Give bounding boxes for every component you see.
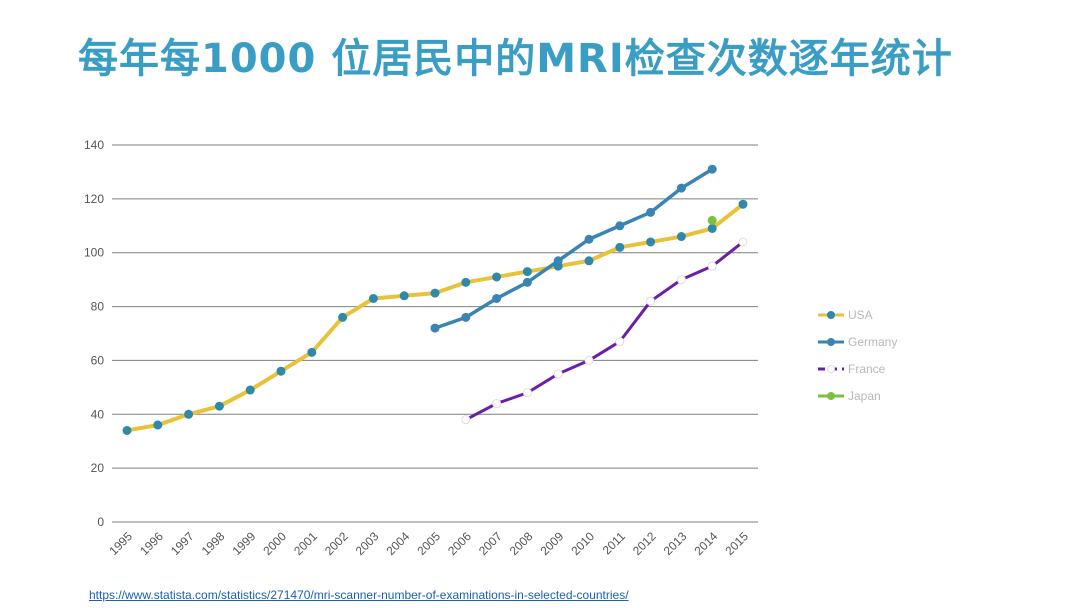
source-link[interactable]: https://www.statista.com/statistics/2714…: [89, 588, 629, 602]
y-tick-label: 60: [91, 353, 105, 367]
data-point-germany: [492, 293, 502, 303]
data-point-france: [584, 355, 594, 365]
data-point-germany: [430, 323, 440, 333]
x-tick-label: 2002: [322, 529, 351, 558]
data-point-usa: [399, 291, 409, 301]
x-tick-label: 1997: [168, 529, 197, 558]
x-tick-label: 2013: [661, 529, 690, 558]
y-tick-label: 120: [84, 192, 104, 206]
data-point-france: [461, 415, 471, 425]
data-point-usa: [214, 401, 224, 411]
data-point-germany: [646, 207, 656, 217]
data-point-usa: [276, 366, 286, 376]
data-point-usa: [646, 237, 656, 247]
x-tick-label: 2009: [538, 529, 567, 558]
legend-label-japan: Japan: [848, 389, 881, 403]
data-point-france: [553, 369, 563, 379]
data-point-germany: [676, 183, 686, 193]
series-usa: [122, 199, 748, 435]
y-tick-label: 0: [97, 515, 104, 529]
series-line-germany: [434, 167, 714, 330]
data-point-usa: [184, 409, 194, 419]
x-tick-label: 2008: [507, 529, 536, 558]
x-tick-label: 2006: [445, 529, 474, 558]
grid-lines: [112, 144, 758, 523]
x-tick-label: 2015: [722, 529, 751, 558]
x-tick-label: 1995: [106, 529, 135, 558]
data-point-france: [615, 337, 625, 347]
legend-item-germany: Germany: [818, 335, 897, 349]
legend-label-france: France: [848, 362, 886, 376]
x-tick-label: 2007: [476, 529, 505, 558]
data-point-france: [738, 237, 748, 247]
data-point-usa: [707, 223, 717, 233]
y-axis-tick-labels: 0 20 40 60 80 100 120 140: [84, 138, 104, 529]
page-title: 每年每1000 位居民中的MRI检查次数逐年统计: [78, 36, 953, 82]
data-point-france: [646, 296, 656, 306]
data-point-usa: [368, 293, 378, 303]
legend-item-france: France: [818, 362, 886, 376]
legend-item-usa: USA: [818, 308, 873, 322]
legend-marker-usa: [827, 311, 835, 319]
y-tick-label: 80: [91, 300, 105, 314]
data-point-usa: [584, 256, 594, 266]
series-france: [461, 237, 748, 425]
data-point-usa: [522, 267, 532, 277]
data-point-france: [707, 261, 717, 271]
data-point-france: [492, 399, 502, 409]
x-tick-label: 2012: [630, 529, 659, 558]
series-japan: [707, 215, 717, 225]
data-point-usa: [153, 420, 163, 430]
data-point-usa: [461, 277, 471, 287]
data-point-germany: [553, 256, 563, 266]
data-point-usa: [738, 199, 748, 209]
data-point-usa: [122, 425, 132, 435]
x-tick-label: 2011: [600, 529, 628, 557]
legend: USA Germany France Japan: [818, 308, 897, 403]
legend-marker-japan: [827, 392, 835, 400]
y-tick-label: 20: [91, 461, 105, 475]
legend-label-usa: USA: [848, 308, 873, 322]
data-point-japan: [707, 215, 717, 225]
series-line-france: [465, 240, 744, 421]
data-point-usa: [492, 272, 502, 282]
data-point-germany: [707, 164, 717, 174]
data-point-usa: [430, 288, 440, 298]
x-tick-label: 2010: [568, 529, 597, 558]
legend-marker-germany: [827, 338, 835, 346]
data-point-germany: [461, 312, 471, 322]
x-tick-label: 2004: [384, 529, 413, 558]
x-tick-label: 2014: [692, 529, 721, 558]
data-point-france: [522, 388, 532, 398]
x-tick-label: 2000: [260, 529, 289, 558]
data-point-usa: [307, 347, 317, 357]
series-germany: [430, 164, 717, 333]
y-tick-label: 140: [84, 138, 104, 152]
x-axis-tick-labels: 1995 1996 1997 1998 1999 2000 2001 2002 2003 2004…: [106, 529, 751, 558]
data-point-usa: [338, 312, 348, 322]
x-tick-label: 2005: [414, 529, 443, 558]
data-point-usa: [615, 242, 625, 252]
data-point-usa: [676, 232, 686, 242]
x-tick-label: 1999: [230, 529, 259, 558]
data-point-usa: [245, 385, 255, 395]
y-tick-label: 100: [84, 246, 104, 260]
data-point-germany: [522, 277, 532, 287]
legend-label-germany: Germany: [848, 335, 897, 349]
series-lines: [122, 164, 748, 435]
data-point-germany: [615, 221, 625, 231]
x-tick-label: 2001: [291, 529, 320, 558]
y-tick-label: 40: [91, 407, 105, 421]
legend-marker-france: [827, 365, 835, 373]
legend-item-japan: Japan: [818, 389, 881, 403]
x-tick-label: 1998: [199, 529, 228, 558]
x-tick-label: 1996: [137, 529, 166, 558]
data-point-germany: [584, 234, 594, 244]
data-point-france: [676, 275, 686, 285]
x-tick-label: 2003: [353, 529, 382, 558]
